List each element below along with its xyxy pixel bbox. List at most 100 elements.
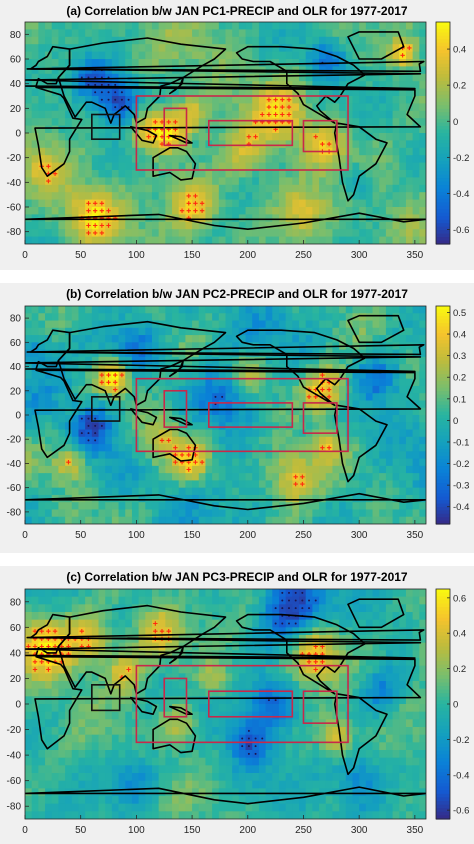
heatmap-cell bbox=[105, 51, 113, 60]
heatmap-cell bbox=[165, 665, 173, 674]
heatmap-cell bbox=[31, 29, 39, 38]
heatmap-cell bbox=[392, 364, 400, 372]
heatmap-cell bbox=[111, 364, 120, 372]
heatmap-cell bbox=[299, 125, 307, 134]
heatmap-cell bbox=[332, 320, 340, 329]
heatmap-cell bbox=[91, 147, 100, 156]
heatmap-cell bbox=[385, 451, 394, 460]
heatmap-cell bbox=[339, 133, 347, 141]
heatmap-cell bbox=[405, 313, 414, 322]
heatmap-cell bbox=[38, 509, 46, 518]
heatmap-cell bbox=[58, 125, 66, 134]
heatmap-cell bbox=[85, 162, 93, 171]
heatmap-cell bbox=[71, 589, 80, 598]
heatmap-cell bbox=[205, 612, 213, 621]
heatmap-cell bbox=[299, 192, 307, 201]
heatmap-cell bbox=[412, 177, 420, 186]
heatmap-cell bbox=[105, 22, 113, 30]
heatmap-cell bbox=[45, 221, 53, 230]
heatmap-cell bbox=[332, 502, 340, 511]
heatmap-cell bbox=[138, 364, 146, 372]
heatmap-cell bbox=[252, 335, 260, 343]
heatmap-cell bbox=[345, 229, 354, 238]
heatmap-cell bbox=[258, 681, 267, 690]
heatmap-cell bbox=[138, 619, 146, 628]
region-box bbox=[302, 402, 338, 434]
heatmap-cell bbox=[339, 306, 347, 314]
heatmap-cell bbox=[312, 619, 320, 628]
heatmap-cell bbox=[71, 236, 80, 244]
colorbar-segment bbox=[436, 418, 450, 423]
heatmap-cell bbox=[125, 44, 133, 53]
heatmap-cell bbox=[31, 681, 39, 690]
heatmap-cell bbox=[218, 704, 227, 713]
heatmap-cell bbox=[305, 73, 313, 82]
heatmap-cell bbox=[265, 422, 273, 431]
colorbar-segment bbox=[436, 391, 450, 396]
heatmap-cell bbox=[319, 516, 327, 524]
heatmap-cell bbox=[25, 229, 33, 238]
heatmap-cell bbox=[118, 458, 126, 467]
heatmap-cell bbox=[125, 214, 133, 223]
heatmap-cell bbox=[365, 650, 374, 659]
heatmap-cell bbox=[405, 444, 414, 452]
heatmap-cell bbox=[265, 51, 273, 60]
heatmap-cell bbox=[78, 229, 86, 238]
heatmap-cell bbox=[379, 88, 387, 97]
heatmap-cell bbox=[111, 192, 120, 201]
heatmap-cell bbox=[319, 229, 327, 238]
heatmap-cell bbox=[138, 688, 146, 697]
heatmap-cell bbox=[252, 177, 260, 186]
heatmap-cell bbox=[372, 36, 380, 45]
heatmap-cell bbox=[78, 458, 86, 467]
heatmap-cell bbox=[359, 335, 367, 343]
heatmap-cell bbox=[419, 465, 426, 474]
heatmap-cell bbox=[118, 118, 126, 127]
heatmap-cell bbox=[51, 147, 60, 156]
heatmap-cell bbox=[392, 665, 400, 674]
heatmap-cell bbox=[198, 385, 207, 394]
colorbar-segment bbox=[436, 377, 450, 382]
heatmap-cell bbox=[178, 221, 186, 230]
positive-significance-marker bbox=[286, 104, 292, 110]
colorbar-segment bbox=[436, 489, 450, 494]
heatmap-cell bbox=[245, 110, 253, 119]
heatmap-cell bbox=[379, 125, 387, 134]
heatmap-cell bbox=[131, 502, 140, 511]
heatmap-cell bbox=[232, 162, 240, 171]
heatmap-cell bbox=[78, 342, 86, 351]
heatmap-cell bbox=[325, 73, 334, 82]
heatmap-cell bbox=[352, 96, 360, 104]
heatmap-cell bbox=[385, 696, 394, 705]
heatmap-cell bbox=[265, 371, 273, 380]
heatmap-cell bbox=[218, 155, 227, 164]
heatmap-cell bbox=[45, 66, 53, 75]
colorbar-segment bbox=[436, 428, 450, 433]
heatmap-cell bbox=[225, 378, 233, 387]
heatmap-cell bbox=[105, 36, 113, 45]
heatmap-cell bbox=[151, 59, 160, 67]
heatmap-cell bbox=[111, 342, 120, 351]
heatmap-cell bbox=[65, 371, 73, 380]
heatmap-cell bbox=[118, 658, 126, 667]
heatmap-cell bbox=[339, 51, 347, 60]
heatmap-cell bbox=[299, 221, 307, 230]
heatmap-cell bbox=[305, 480, 313, 489]
heatmap-cell bbox=[65, 509, 73, 518]
heatmap-cell bbox=[51, 306, 60, 314]
heatmap-cell bbox=[245, 415, 253, 423]
heatmap-cell bbox=[319, 612, 327, 621]
heatmap-cell bbox=[71, 444, 80, 452]
heatmap-cell bbox=[399, 658, 407, 667]
heatmap-cell bbox=[31, 36, 39, 45]
heatmap-cell bbox=[365, 36, 374, 45]
heatmap-cell bbox=[78, 516, 86, 524]
heatmap-cell bbox=[118, 393, 126, 402]
heatmap-cell bbox=[178, 140, 186, 149]
heatmap-cell bbox=[205, 192, 213, 201]
heatmap-cell bbox=[138, 458, 146, 467]
heatmap-cell bbox=[172, 51, 180, 60]
heatmap-cell bbox=[332, 688, 340, 697]
heatmap-cell bbox=[339, 480, 347, 489]
heatmap-cell bbox=[138, 162, 146, 171]
